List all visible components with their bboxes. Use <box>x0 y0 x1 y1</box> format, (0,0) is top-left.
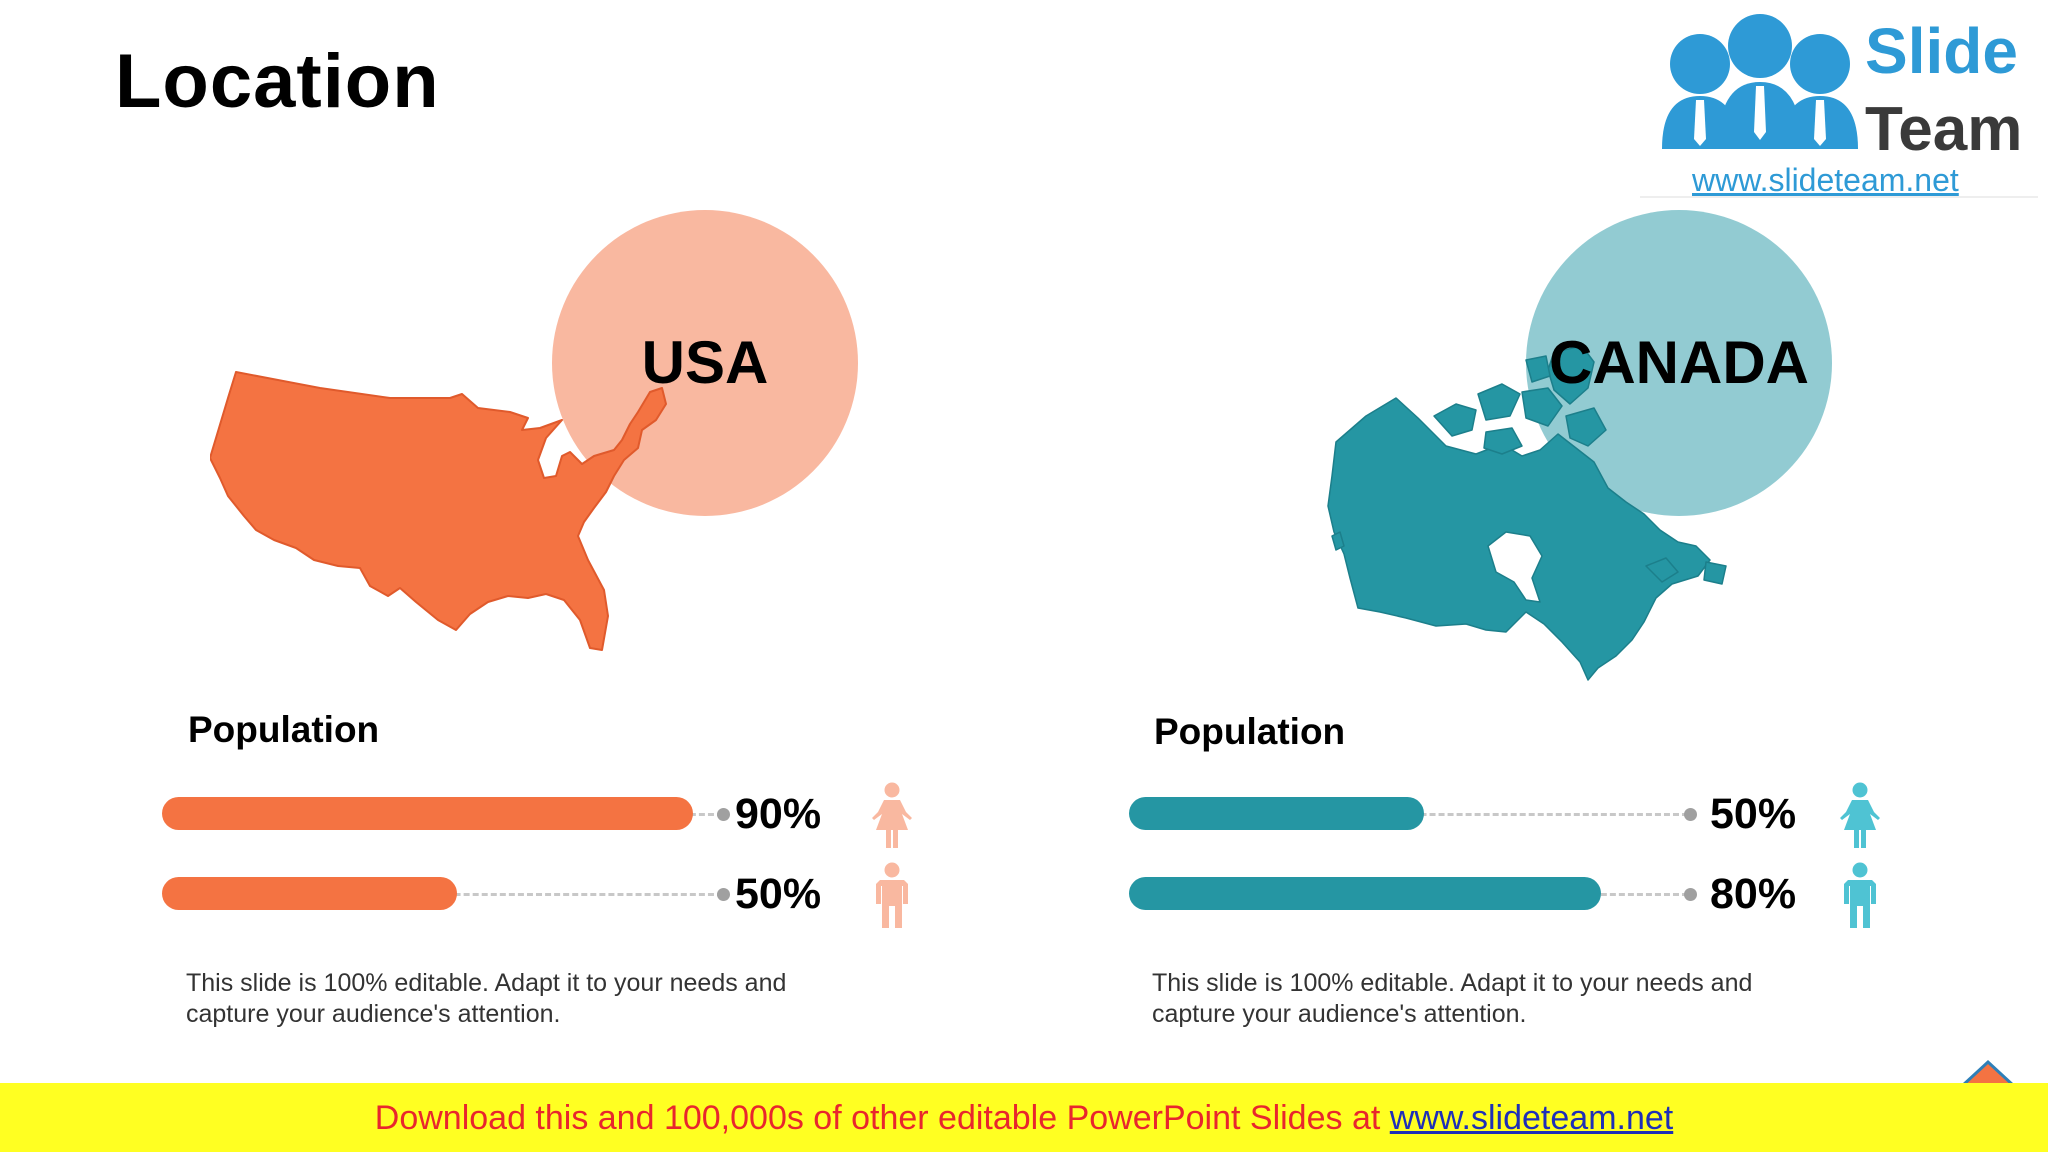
slideteam-logo[interactable]: Slide Team www.slideteam.net <box>1640 0 2038 198</box>
male-person-icon <box>876 862 908 928</box>
usa-map <box>210 371 667 651</box>
canada-label: CANADA <box>1549 329 1809 396</box>
usa-bar-2-fill <box>162 877 457 910</box>
usa-bar-2-dot <box>717 888 730 901</box>
download-banner: Download this and 100,000s of other edit… <box>0 1083 2048 1152</box>
banner-link[interactable]: www.slideteam.net <box>1389 1099 1674 1137</box>
usa-description: This slide is 100% editable. Adapt it to… <box>186 969 787 1028</box>
canada-bar-1-dot <box>1684 808 1697 821</box>
female-person-icon <box>1840 782 1880 848</box>
slide-title: Location <box>115 39 440 124</box>
canada-bar-1-fill <box>1129 797 1424 830</box>
canada-bar-2-percent: 80% <box>1710 870 1797 918</box>
usa-bar-1-dot <box>717 808 730 821</box>
team-people-icon <box>1662 14 1858 149</box>
canada-map <box>1327 346 1727 681</box>
logo-url-link[interactable]: www.slideteam.net <box>1692 162 1959 198</box>
logo-word-team: Team <box>1865 95 2023 164</box>
usa-bar-1-fill <box>162 797 693 830</box>
logo-word-slide: Slide <box>1865 15 2018 87</box>
canada-population-label: Population <box>1154 711 1346 752</box>
canada-bar-2-fill <box>1129 877 1601 910</box>
usa-population-label: Population <box>188 709 380 750</box>
usa-label: USA <box>641 329 769 396</box>
usa-bar-1-percent: 90% <box>735 790 822 838</box>
male-person-icon <box>1844 862 1876 928</box>
female-person-icon <box>872 782 912 848</box>
banner-text: Download this and 100,000s of other edit… <box>374 1099 1390 1137</box>
usa-bar-2-percent: 50% <box>735 870 822 918</box>
canada-bar-2-dot <box>1684 888 1697 901</box>
canada-description: This slide is 100% editable. Adapt it to… <box>1152 969 1753 1028</box>
canada-bar-1-percent: 50% <box>1710 790 1797 838</box>
